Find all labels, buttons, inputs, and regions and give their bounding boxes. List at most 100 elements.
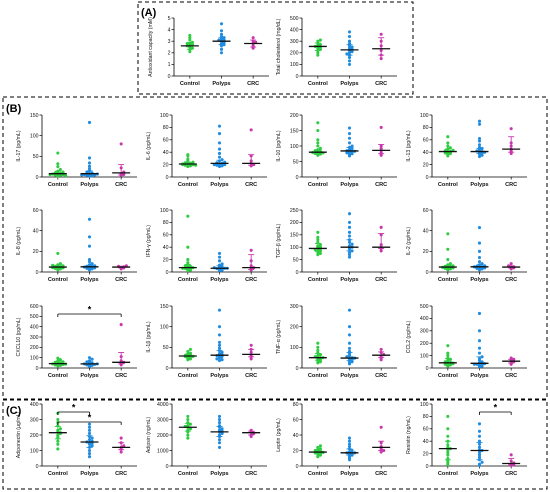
y-tick-label: 40	[163, 245, 169, 251]
y-axis-label: IL-10 (pg/mL)	[276, 130, 282, 161]
data-point	[119, 450, 123, 454]
y-tick-label: 100	[160, 113, 169, 119]
series-polyps	[340, 436, 359, 462]
series-polyps	[80, 422, 99, 459]
data-point	[318, 146, 322, 151]
series-control	[48, 411, 67, 451]
data-point	[509, 151, 513, 155]
data-point	[318, 251, 322, 255]
series-polyps	[210, 251, 229, 273]
data-point	[220, 158, 224, 162]
series-control	[178, 153, 198, 169]
x-tick-label: Control	[308, 182, 328, 188]
y-tick-label: 0	[296, 464, 299, 470]
x-tick-label: Polyps	[80, 373, 98, 379]
data-point	[347, 220, 352, 224]
y-tick-label: 100	[420, 402, 429, 408]
data-point	[188, 347, 192, 351]
data-point	[217, 325, 222, 329]
y-tick-label: 40	[423, 150, 429, 156]
data-point	[350, 144, 354, 148]
data-point	[217, 308, 222, 312]
series-crc	[242, 428, 261, 439]
series-polyps	[210, 414, 229, 449]
y-tick-label: 20	[423, 162, 429, 168]
data-point	[186, 417, 190, 422]
y-axis-label: CCL2 (pg/mL)	[406, 320, 412, 353]
series-control	[308, 38, 327, 57]
data-point	[186, 436, 190, 440]
y-axis-label: Resistin (ng/mL)	[406, 416, 412, 454]
x-tick-label: Polyps	[340, 182, 358, 188]
y-tick-label: 0	[166, 270, 169, 276]
data-point	[188, 38, 192, 42]
data-point	[379, 425, 383, 429]
data-point	[477, 260, 482, 264]
data-point	[477, 434, 482, 438]
data-point	[217, 421, 222, 425]
data-point	[219, 29, 224, 33]
data-point	[316, 53, 320, 57]
chart-panel: 0 20 40 60 80 100 Resistin (ng/mL) Control Polyp…	[406, 402, 527, 477]
data-point	[220, 358, 224, 362]
y-tick-label: 20	[423, 451, 429, 457]
y-tick-label: 0	[426, 175, 429, 181]
series-crc	[242, 128, 261, 168]
y-tick-label: 100	[30, 355, 39, 361]
data-point	[509, 127, 513, 131]
data-point	[347, 212, 352, 216]
y-axis-label: IFN-γ (pg/mL)	[146, 225, 152, 257]
x-tick-label: Polyps	[210, 471, 228, 477]
x-tick-label: CRC	[245, 277, 257, 283]
x-tick-label: Control	[438, 373, 458, 379]
y-axis-label: Leptin (pg/mL)	[276, 418, 282, 452]
data-point	[316, 39, 320, 43]
data-point	[58, 168, 62, 172]
y-axis-label: IL-6 (pg/mL)	[146, 132, 152, 161]
series-polyps	[470, 422, 489, 467]
data-point	[477, 145, 482, 149]
series-control	[178, 414, 197, 440]
series-crc	[372, 225, 391, 253]
data-point	[350, 448, 354, 453]
data-point	[186, 245, 190, 249]
series-crc	[372, 425, 391, 454]
data-point	[347, 325, 352, 329]
significance-label: *	[88, 413, 92, 423]
data-point	[379, 32, 383, 36]
data-point	[217, 343, 222, 347]
y-tick-label: 500	[420, 304, 429, 310]
chart-panel: 0 20 40 60 80 100 IL-6 (pg/mL) Control Polyps CRC	[146, 113, 267, 188]
y-tick-label: 60	[163, 233, 169, 239]
data-point	[350, 242, 354, 246]
series-polyps	[470, 119, 489, 159]
data-point	[318, 444, 322, 448]
x-tick-label: Control	[48, 277, 68, 283]
x-tick-label: CRC	[245, 182, 257, 188]
y-tick-label: 60	[293, 417, 299, 423]
data-point	[316, 141, 320, 145]
significance-label: *	[494, 403, 498, 413]
data-point	[316, 253, 320, 257]
section-a-border	[137, 1, 414, 95]
data-point	[90, 357, 94, 361]
y-tick-label: 50	[293, 257, 299, 263]
x-tick-label: Control	[308, 471, 328, 477]
data-point	[217, 147, 222, 151]
y-tick-label: 2000	[157, 433, 169, 439]
series-polyps	[340, 212, 359, 259]
data-point	[379, 225, 383, 229]
y-tick-label: 0	[296, 74, 299, 80]
data-point	[350, 45, 354, 49]
series-polyps	[212, 22, 231, 55]
data-point	[316, 445, 320, 449]
chart-panel: 0 1000 2000 3000 4000 Adipsin (ng/mL) Control P…	[146, 402, 267, 477]
data-point	[509, 356, 513, 360]
y-tick-label: 300	[290, 304, 299, 310]
series-control	[48, 151, 68, 178]
data-point	[249, 357, 253, 361]
data-point	[347, 141, 352, 145]
y-tick-label: 50	[163, 345, 169, 351]
x-tick-label: CRC	[115, 373, 127, 379]
series-crc	[502, 262, 521, 271]
